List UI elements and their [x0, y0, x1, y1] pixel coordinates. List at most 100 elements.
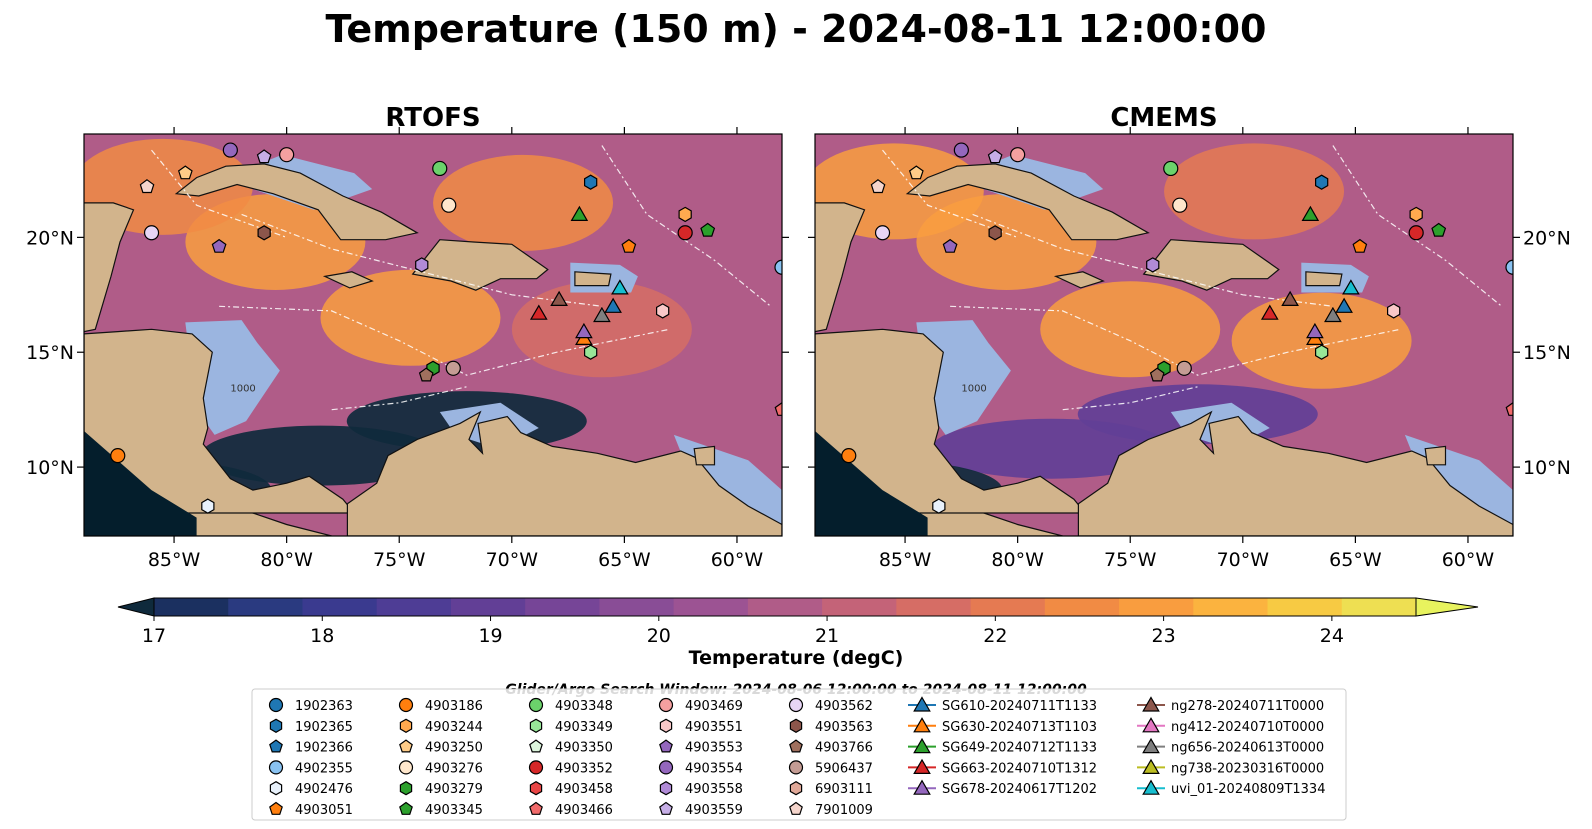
legend-marker-ng278-20240711T0000	[1142, 696, 1160, 712]
legend-label-4903186: 4903186	[425, 699, 483, 714]
marker-5906437-rtofs	[445, 360, 461, 376]
colorbar-tick-label: 24	[1320, 625, 1344, 647]
warm-area-east-caribbean	[1231, 292, 1412, 389]
legend-marker-SG649-20240712T1133	[913, 737, 931, 754]
legend-label-4903051: 4903051	[295, 803, 353, 818]
lon-tick-label: 65°W	[598, 549, 651, 571]
marker-4903051-cmems	[1352, 238, 1368, 253]
colorbar-tick-label: 18	[310, 625, 334, 647]
legend-marker-7901009	[789, 801, 803, 815]
marker-SG678-20240617T1202-rtofs	[575, 322, 593, 339]
marker-4903244-cmems	[1409, 206, 1423, 223]
legend-label-4903559: 4903559	[685, 803, 743, 818]
legend-marker-4903186	[398, 697, 414, 713]
land-yucatan	[84, 202, 135, 333]
colorbar-segment	[1193, 598, 1269, 616]
colorbar-tick-label: 20	[647, 625, 671, 647]
lon-tick-label: 60°W	[711, 549, 764, 571]
lon-tick-label: 75°W	[373, 549, 426, 571]
map-frame-cmems	[814, 133, 1514, 537]
warm-area-central-caribbean	[320, 269, 501, 366]
colorbar-segment	[1267, 598, 1343, 616]
legend-label-SG610-20240711T1133: SG610-20240711T1133	[942, 699, 1097, 714]
marker-SG649-20240712T1133-rtofs	[570, 205, 589, 221]
map-frame-rtofs	[83, 133, 783, 537]
legend-marker-uvi_01-20240809T1334	[1142, 779, 1160, 795]
marker-4903250-rtofs	[177, 165, 193, 180]
lon-tick-label: 60°W	[1442, 549, 1495, 571]
legend-label-ng278-20240711T0000: ng278-20240711T0000	[1171, 699, 1324, 714]
colorbar-label: Temperature (degC)	[689, 647, 904, 669]
lon-tick-label: 80°W	[991, 549, 1044, 571]
marker-4903551-rtofs	[655, 303, 670, 319]
land-trinidad	[693, 445, 716, 466]
legend-marker-4903562	[788, 697, 804, 713]
lat-tick-label: 15°N	[26, 342, 74, 364]
legend-label-4903350: 4903350	[555, 741, 613, 756]
marker-ng278-20240711T0000-rtofs	[550, 290, 568, 306]
lat-tick-label: 20°N	[1523, 227, 1571, 249]
legend-label-4903345: 4903345	[425, 803, 483, 818]
legend-marker-4903558	[659, 781, 673, 796]
land-trinidad	[1424, 445, 1447, 466]
marker-4903553-cmems	[942, 238, 958, 253]
legend-marker-SG610-20240711T1133	[913, 696, 931, 712]
marker-4903563-cmems	[988, 225, 1002, 241]
legend-label-4903553: 4903553	[685, 741, 743, 756]
marker-4903349-rtofs	[583, 344, 598, 360]
marker-4903244-rtofs	[678, 206, 692, 223]
legend-label-4903551: 4903551	[685, 720, 743, 735]
legend-label-ng656-20240613T0000: ng656-20240613T0000	[1171, 741, 1324, 756]
legend-label-1902366: 1902366	[295, 741, 353, 756]
lon-tick-label: 80°W	[260, 549, 313, 571]
lat-tick-label: 15°N	[1523, 342, 1571, 364]
marker-4903352-cmems	[1408, 225, 1424, 241]
land-southAmerica	[1077, 410, 1513, 536]
marker-4903559-cmems	[987, 149, 1003, 164]
eez-boundary	[882, 149, 1018, 238]
legend-marker-4903348	[528, 697, 544, 713]
legend-label-uvi_01-20240809T1334: uvi_01-20240809T1334	[1171, 782, 1325, 797]
contour-label: 1000	[230, 383, 255, 394]
colorbar-segment	[376, 598, 452, 616]
legend-label-4903276: 4903276	[425, 761, 483, 776]
warm-area-north-hispaniola	[1164, 143, 1345, 240]
colorbar-tick-label: 23	[1152, 625, 1176, 647]
legend-label-4903279: 4903279	[425, 782, 483, 797]
marker-SG663-20240710T1312-rtofs	[529, 304, 548, 320]
eez-boundary	[241, 213, 602, 307]
map-panel-cmems: 1000	[815, 134, 1513, 536]
legend-label-4903349: 4903349	[555, 720, 613, 735]
marker-4903352-rtofs	[677, 225, 693, 241]
marker-4903250-cmems	[908, 165, 924, 180]
marker-4903345-cmems	[1431, 222, 1447, 237]
lat-tick-label: 20°N	[26, 227, 74, 249]
marker-4903349-cmems	[1314, 344, 1329, 360]
eez-boundary	[601, 145, 772, 307]
marker-4903469-rtofs	[279, 147, 295, 163]
legend-marker-ng738-20230316T0000	[1142, 758, 1160, 775]
legend-marker-6903111	[789, 781, 803, 796]
legend-marker-4903345	[399, 801, 413, 815]
marker-1902365-cmems	[1314, 174, 1329, 190]
legend-label-4902355: 4902355	[295, 761, 353, 776]
marker-4903348-cmems	[1163, 160, 1179, 177]
marker-7901009-cmems	[870, 179, 886, 194]
marker-4903186-rtofs	[110, 448, 126, 464]
legend-marker-SG678-20240617T1202	[913, 779, 931, 795]
legend-label-SG663-20240710T1312: SG663-20240710T1312	[942, 761, 1097, 776]
land-puertoRico	[1305, 271, 1343, 287]
land-yucatan	[815, 202, 866, 333]
marker-1902365-rtofs	[583, 174, 598, 190]
marker-4903554-cmems	[953, 142, 969, 158]
legend-marker-ng656-20240613T0000	[1142, 737, 1160, 754]
lon-tick-label: 70°W	[1217, 549, 1270, 571]
legend-marker-4903766	[789, 739, 803, 753]
eez-boundary	[219, 305, 670, 376]
colorbar-segment	[302, 598, 378, 616]
colorbar-segment	[673, 598, 749, 616]
legend-marker-4902476	[269, 781, 283, 796]
legend-label-4903766: 4903766	[815, 741, 873, 756]
legend-marker-1902365	[269, 718, 283, 733]
